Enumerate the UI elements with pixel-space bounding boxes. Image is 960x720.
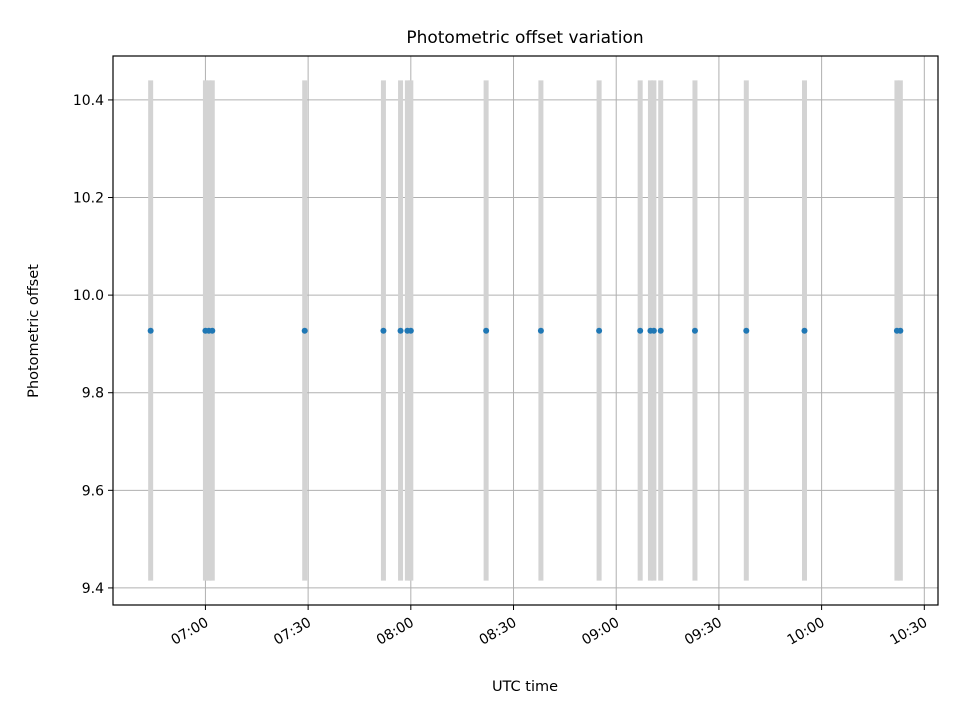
y-axis-label: Photometric offset	[26, 264, 42, 398]
x-axis-label: UTC time	[492, 679, 558, 695]
data-point	[801, 327, 808, 334]
data-point	[209, 327, 216, 334]
y-tick-label: 10.2	[73, 191, 104, 207]
data-point	[537, 327, 544, 334]
data-point	[407, 327, 414, 334]
y-tick-label: 9.4	[82, 581, 104, 597]
data-point	[380, 327, 387, 334]
y-tick-label: 10.0	[73, 288, 104, 304]
y-tick-label: 10.4	[73, 93, 104, 109]
y-tick-label: 9.6	[82, 483, 104, 499]
data-point	[657, 327, 664, 334]
data-point-layer	[147, 327, 904, 334]
plot-frame	[112, 55, 939, 606]
data-point	[147, 327, 154, 334]
y-tick-label: 9.8	[82, 386, 104, 402]
grid-layer	[113, 56, 938, 605]
data-point	[743, 327, 750, 334]
chart-title: Photometric offset variation	[406, 28, 643, 48]
data-point	[301, 327, 308, 334]
data-point	[596, 327, 603, 334]
data-point	[897, 327, 904, 334]
data-point	[650, 327, 657, 334]
data-point	[691, 327, 698, 334]
data-point	[397, 327, 404, 334]
data-point	[637, 327, 644, 334]
data-point	[483, 327, 490, 334]
